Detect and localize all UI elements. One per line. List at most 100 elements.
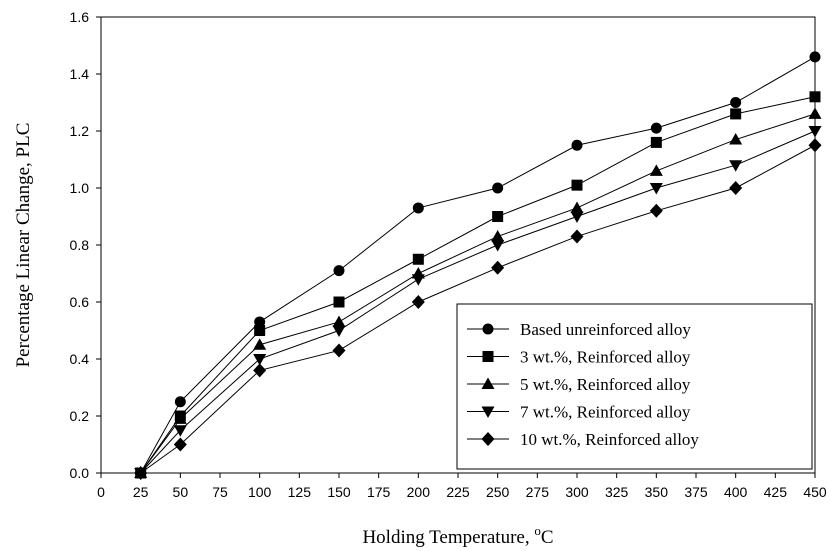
y-tick-label: 0.6 [70, 294, 90, 310]
data-point [570, 229, 584, 244]
y-axis: 0.0 0.2 0.4 0.6 0.8 1.0 1.2 1.4 1.6 [70, 9, 101, 481]
y-tick-label: 0.0 [70, 465, 90, 481]
x-axis: 0 25 50 75 100 125 150 175 200 225 250 275 300 325 350… [97, 473, 827, 500]
legend-label: Based unreinforced alloy [520, 320, 691, 339]
legend: Based unreinforced alloy 3 wt.%, Reinforc… [456, 303, 813, 470]
x-tick-label: 400 [724, 484, 748, 500]
data-point [253, 338, 267, 350]
data-point [332, 315, 346, 327]
data-point [570, 211, 584, 223]
y-axis-title: Percentage Linear Change, PLC [13, 123, 34, 368]
legend-marker [482, 351, 494, 362]
y-tick-label: 1.0 [70, 180, 90, 196]
x-tick-label: 375 [684, 484, 708, 500]
x-tick-label: 225 [446, 484, 470, 500]
legend-entry: 7 wt.%, Reinforced alloy [467, 403, 691, 422]
x-tick-label: 25 [133, 484, 149, 500]
data-point [808, 138, 822, 153]
series-line [140, 130, 816, 474]
x-tick-label: 325 [605, 484, 629, 500]
legend-label: 3 wt.%, Reinforced alloy [520, 348, 691, 367]
x-tick-label: 450 [803, 484, 827, 500]
series-5 [134, 138, 822, 480]
data-point [650, 122, 662, 134]
data-point [729, 160, 743, 172]
legend-label: 10 wt.%, Reinforced alloy [520, 430, 699, 449]
x-tick-label: 150 [327, 484, 351, 500]
data-point [254, 316, 266, 328]
series-line [140, 56, 816, 474]
series-line [140, 96, 816, 474]
series-1 [135, 51, 821, 479]
y-tick-label: 1.6 [70, 9, 90, 25]
x-tick-label: 275 [526, 484, 550, 500]
y-tick-label: 0.4 [70, 351, 90, 367]
x-axis-title-degree: o [534, 523, 541, 538]
data-point [333, 265, 345, 277]
x-tick-label: 75 [212, 484, 228, 500]
data-point [411, 295, 425, 309]
data-point [650, 136, 662, 148]
y-tick-label: 0.8 [70, 237, 90, 253]
data-point [253, 354, 267, 366]
x-axis-title-unit: C [541, 527, 554, 548]
x-axis-title: Holding Temperature, oC [362, 523, 553, 548]
legend-box [456, 303, 813, 470]
data-point [134, 466, 148, 480]
data-point [491, 229, 505, 242]
data-point [412, 253, 424, 265]
legend-marker [481, 432, 495, 446]
y-tick-label: 1.2 [70, 123, 90, 139]
y-tick-label: 1.4 [70, 66, 90, 82]
x-tick-label: 300 [565, 484, 589, 500]
data-point [809, 91, 821, 103]
data-point [333, 296, 345, 308]
y-tick-label: 0.2 [70, 408, 90, 424]
data-point [649, 183, 663, 195]
data-point [649, 164, 663, 176]
x-tick-label: 125 [288, 484, 312, 500]
x-tick-label: 0 [97, 484, 105, 500]
legend-entry: Based unreinforced alloy [467, 320, 691, 339]
series-3 [134, 107, 822, 478]
data-point [571, 139, 583, 151]
x-tick-label: 350 [645, 484, 669, 500]
data-point [411, 274, 425, 286]
data-point [808, 107, 822, 119]
data-point [254, 325, 266, 336]
data-point [253, 363, 267, 378]
data-point [730, 97, 742, 108]
data-point [570, 201, 584, 213]
legend-marker [482, 323, 494, 335]
data-point [491, 240, 505, 252]
x-tick-label: 100 [248, 484, 272, 500]
data-point [809, 51, 821, 63]
series-line [140, 144, 816, 474]
legend-entry: 10 wt.%, Reinforced alloy [467, 430, 699, 449]
legend-marker [481, 377, 495, 389]
legend-entry: 5 wt.%, Reinforced alloy [467, 375, 691, 394]
x-tick-label: 250 [486, 484, 510, 500]
series-layer [134, 51, 822, 480]
legend-label: 5 wt.%, Reinforced alloy [520, 375, 691, 394]
data-point [729, 181, 743, 195]
data-point [173, 425, 187, 437]
legend-label: 7 wt.%, Reinforced alloy [520, 403, 691, 422]
data-point [173, 412, 187, 424]
data-point [174, 396, 186, 408]
data-point [492, 182, 504, 194]
data-point [808, 126, 822, 138]
data-point [729, 133, 743, 145]
data-point [412, 202, 424, 214]
legend-marker [481, 406, 495, 418]
x-tick-label: 175 [367, 484, 391, 500]
data-point [649, 203, 663, 218]
data-point [571, 179, 583, 191]
legend-entry: 3 wt.%, Reinforced alloy [467, 348, 691, 367]
data-point [332, 343, 346, 358]
data-point [491, 260, 505, 275]
series-line [140, 113, 816, 474]
data-point [492, 211, 504, 222]
data-point [730, 108, 742, 120]
